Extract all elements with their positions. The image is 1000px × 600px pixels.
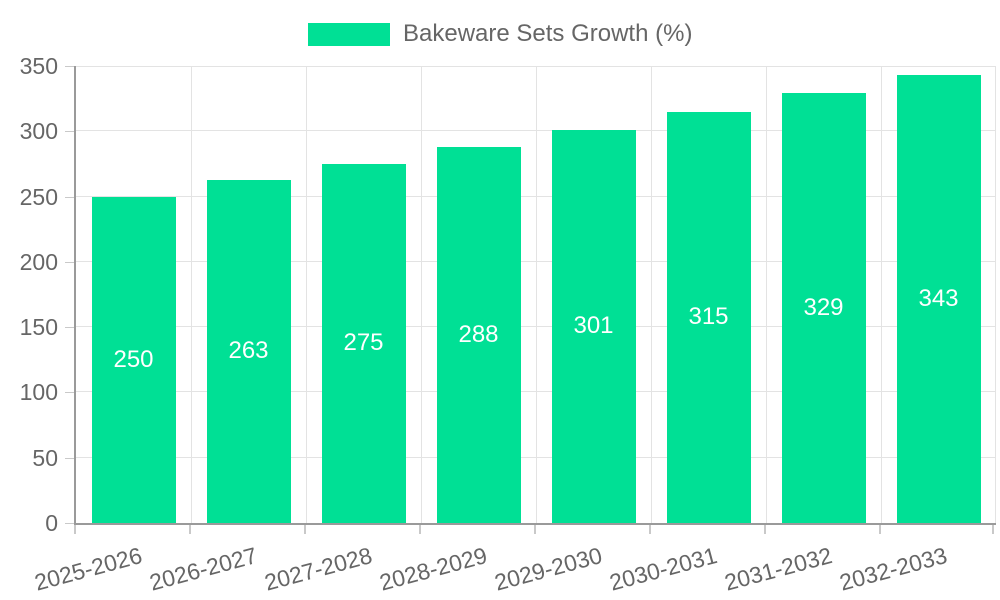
x-axis-tick-mark: [879, 525, 881, 534]
x-axis-tick-label: 2032-2033: [836, 542, 950, 596]
y-axis-tick-mark: [65, 392, 74, 394]
x-axis-tick-mark: [992, 525, 994, 534]
y-axis-tick-label: 250: [19, 183, 58, 210]
x-axis-tick-mark: [534, 525, 536, 534]
y-axis-tick-label: 50: [32, 444, 58, 471]
plot-area: 250 263 275 288 301 315 329 343: [74, 66, 996, 525]
gridline-vertical: [536, 66, 537, 523]
bar-value-label: 288: [458, 320, 499, 348]
legend-label: Bakeware Sets Growth (%): [403, 20, 693, 47]
bar-2026-2027[interactable]: 263: [206, 179, 291, 523]
y-axis-tick-label: 350: [19, 53, 58, 79]
y-axis-tick-mark: [65, 131, 74, 133]
y-axis-tick-mark: [65, 457, 74, 459]
x-axis-tick-mark: [189, 525, 191, 534]
x-axis-tick-label: 2029-2030: [491, 542, 605, 596]
bar-value-label: 343: [918, 285, 959, 313]
bar-2028-2029[interactable]: 288: [436, 146, 521, 523]
legend-swatch: [308, 22, 390, 46]
x-axis-tick-label: 2031-2032: [721, 542, 835, 596]
x-axis-tick-mark: [764, 525, 766, 534]
bar-2030-2031[interactable]: 315: [666, 111, 751, 523]
bar-value-label: 315: [688, 303, 729, 331]
gridline-vertical: [306, 66, 307, 523]
bar-value-label: 301: [573, 312, 614, 340]
gridline-vertical: [421, 66, 422, 523]
y-axis-tick-label: 300: [19, 118, 58, 145]
bar-2032-2033[interactable]: 343: [896, 75, 981, 523]
x-axis-tick-mark: [74, 525, 76, 534]
x-axis-tick-mark: [649, 525, 651, 534]
y-axis-tick-mark: [65, 523, 74, 524]
bar-value-label: 250: [113, 345, 154, 373]
y-axis-tick-mark: [65, 261, 74, 263]
bar-2029-2030[interactable]: 301: [551, 129, 636, 523]
y-axis-tick-label: 150: [19, 314, 58, 341]
bar-2025-2026[interactable]: 250: [91, 196, 176, 523]
legend-item[interactable]: Bakeware Sets Growth (%): [308, 20, 692, 48]
bar-2031-2032[interactable]: 329: [781, 93, 866, 523]
gridline-vertical: [766, 66, 767, 523]
y-axis-tick-label: 200: [19, 248, 58, 275]
x-axis-tick-label: 2027-2028: [261, 542, 375, 596]
bar-value-label: 275: [343, 329, 384, 357]
x-axis-tick-mark: [419, 525, 421, 534]
x-axis-tick-label: 2030-2031: [606, 542, 720, 596]
x-axis-tick-label: 2028-2029: [376, 542, 490, 596]
gridline-vertical: [191, 66, 192, 523]
y-axis-tick-mark: [65, 327, 74, 329]
x-axis-tick-mark: [304, 525, 306, 534]
y-axis-tick-label: 0: [45, 510, 58, 536]
gridline-vertical: [881, 66, 882, 523]
x-axis-tick-label: 2026-2027: [146, 542, 260, 596]
bar-2027-2028[interactable]: 275: [321, 163, 406, 523]
x-axis-tick-label: 2025-2026: [31, 542, 145, 596]
y-axis-tick-mark: [65, 66, 74, 67]
gridline-vertical: [651, 66, 652, 523]
bar-value-label: 329: [803, 294, 844, 322]
bar-value-label: 263: [228, 337, 269, 365]
y-axis-tick-mark: [65, 196, 74, 198]
gridline-vertical: [995, 66, 996, 523]
y-axis-tick-label: 100: [19, 379, 58, 406]
